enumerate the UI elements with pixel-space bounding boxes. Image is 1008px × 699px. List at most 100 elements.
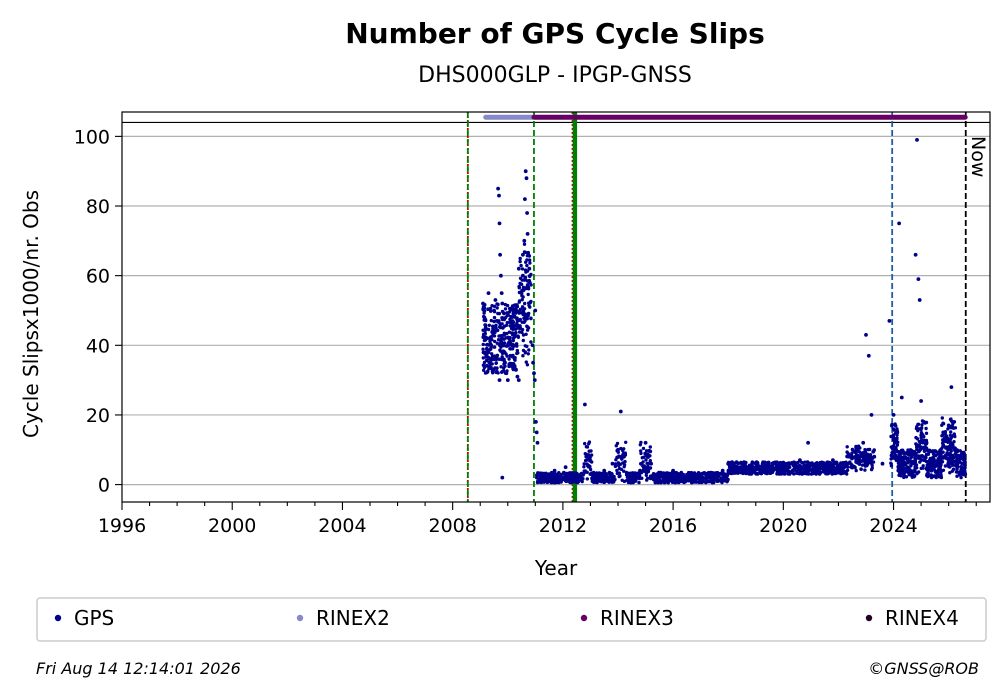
gps-point bbox=[539, 480, 544, 485]
gps-point bbox=[499, 291, 504, 295]
gps-point bbox=[671, 480, 675, 484]
x-axis-ticks: 1996 2000 2004 2008 2012 2016 2020 2024 bbox=[98, 502, 977, 537]
gps-point bbox=[739, 471, 743, 475]
gps-point bbox=[834, 471, 838, 475]
gps-point bbox=[776, 469, 781, 473]
gps-point bbox=[797, 471, 801, 476]
gps-point bbox=[808, 468, 812, 472]
gps-point bbox=[952, 420, 957, 424]
gps-point bbox=[542, 471, 546, 476]
gps-point bbox=[810, 472, 814, 476]
gps-point bbox=[856, 456, 860, 460]
gps-point bbox=[645, 476, 650, 480]
gps-point bbox=[753, 465, 758, 470]
gps-point bbox=[806, 460, 810, 464]
gps-point bbox=[526, 352, 530, 356]
gps-point bbox=[847, 454, 852, 459]
gps-point bbox=[941, 441, 945, 445]
gps-point bbox=[861, 455, 865, 459]
gps-point bbox=[522, 238, 527, 243]
gps-point bbox=[492, 315, 497, 320]
gps-point bbox=[919, 399, 923, 403]
gps-point bbox=[694, 480, 698, 484]
gps-point bbox=[707, 480, 712, 484]
gps-point bbox=[562, 470, 566, 475]
gps-point bbox=[522, 316, 526, 320]
gps-point bbox=[522, 307, 527, 311]
gps-point bbox=[941, 421, 945, 425]
gps-point bbox=[863, 468, 867, 472]
gps-point bbox=[542, 479, 547, 484]
gps-point bbox=[554, 473, 558, 477]
gps-point bbox=[497, 357, 501, 361]
gps-point bbox=[822, 465, 827, 470]
gps-point bbox=[859, 467, 863, 471]
gps-point bbox=[524, 360, 528, 364]
gps-point bbox=[756, 472, 760, 476]
gps-point bbox=[963, 460, 967, 465]
gps-point bbox=[896, 461, 901, 465]
gps-point bbox=[690, 479, 695, 483]
gps-point bbox=[648, 449, 652, 453]
gps-point bbox=[568, 476, 572, 481]
gps-point bbox=[919, 431, 924, 435]
gps-point bbox=[952, 448, 957, 452]
gps-point bbox=[500, 316, 505, 320]
gps-point bbox=[817, 472, 822, 476]
gps-point bbox=[509, 314, 513, 319]
gps-point bbox=[797, 464, 801, 468]
gps-point bbox=[515, 374, 520, 379]
gps-point bbox=[924, 440, 929, 445]
gps-point bbox=[671, 468, 675, 473]
gps-point bbox=[587, 442, 591, 446]
y-tick-label-20: 20 bbox=[86, 405, 110, 427]
gps-point bbox=[917, 470, 921, 474]
gps-point bbox=[483, 323, 487, 327]
gps-point bbox=[913, 252, 918, 257]
gps-point bbox=[846, 452, 850, 456]
gps-point bbox=[895, 427, 899, 431]
gps-point bbox=[491, 368, 496, 373]
gps-point bbox=[908, 449, 912, 453]
gps-point bbox=[918, 446, 923, 450]
gps-point bbox=[490, 352, 494, 356]
gps-point bbox=[962, 450, 966, 455]
gps-point bbox=[491, 324, 495, 328]
gps-point bbox=[899, 474, 903, 478]
gps-point bbox=[637, 472, 641, 476]
gps-point bbox=[896, 455, 901, 460]
gps-point bbox=[583, 402, 587, 407]
gps-point bbox=[891, 413, 896, 417]
gps-point bbox=[538, 475, 543, 479]
legend-label-gps: GPS bbox=[74, 606, 114, 630]
gps-point bbox=[671, 477, 675, 481]
gps-point bbox=[640, 476, 644, 480]
gps-point bbox=[787, 469, 791, 474]
gps-point bbox=[857, 460, 861, 464]
gps-point bbox=[914, 435, 918, 440]
gps-point bbox=[604, 477, 608, 481]
gps-point bbox=[516, 335, 521, 339]
gps-point bbox=[674, 470, 678, 475]
gps-point bbox=[887, 319, 892, 323]
gps-point bbox=[494, 323, 498, 327]
gps-point bbox=[761, 460, 765, 464]
gps-point bbox=[559, 472, 564, 477]
gps-point bbox=[643, 467, 648, 471]
gps-point bbox=[919, 466, 923, 471]
gps-point bbox=[774, 467, 778, 471]
gps-point bbox=[519, 263, 523, 268]
gps-point bbox=[523, 301, 527, 306]
gps-point bbox=[564, 476, 568, 480]
gps-point bbox=[692, 476, 696, 480]
gps-point bbox=[940, 416, 944, 420]
gps-point bbox=[639, 451, 643, 456]
gps-point bbox=[515, 319, 520, 323]
gps-point bbox=[917, 298, 922, 302]
gps-point bbox=[939, 455, 943, 460]
gps-point bbox=[866, 353, 871, 358]
legend-label-rinex2: RINEX2 bbox=[316, 606, 390, 630]
gps-point bbox=[644, 471, 649, 475]
gps-point bbox=[519, 291, 524, 295]
